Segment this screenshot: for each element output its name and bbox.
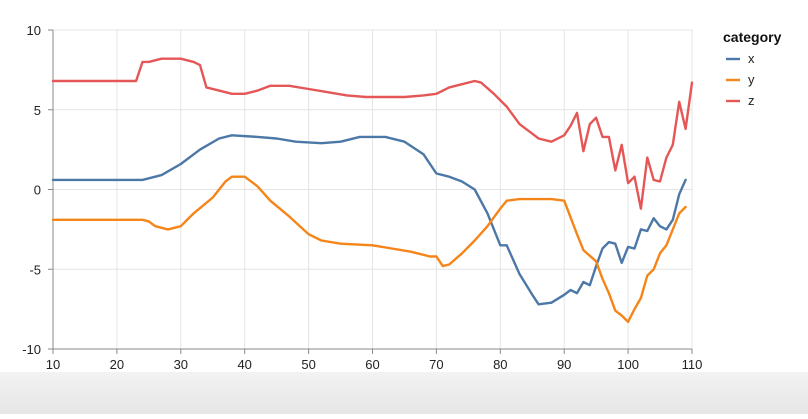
series-line-z — [51, 57, 694, 210]
legend: category xyz — [723, 29, 782, 108]
y-tick-label: 10 — [27, 23, 41, 38]
legend-title: category — [723, 29, 782, 45]
x-tick-label: 70 — [429, 357, 443, 372]
legend-label-z: z — [748, 93, 755, 108]
x-tick-label: 40 — [237, 357, 251, 372]
x-tick-label: 100 — [617, 357, 639, 372]
x-tick-label: 10 — [46, 357, 60, 372]
y-tick-label: -5 — [29, 262, 41, 277]
y-tick-label: 0 — [34, 183, 41, 198]
x-tick-label: 30 — [174, 357, 188, 372]
x-tick-label: 50 — [301, 357, 315, 372]
grid — [52, 29, 693, 350]
legend-label-x: x — [748, 51, 755, 66]
bottom-bar — [0, 372, 808, 414]
series-line-x — [51, 134, 687, 306]
legend-label-y: y — [748, 72, 755, 87]
x-tick-label: 20 — [110, 357, 124, 372]
x-tick-label: 110 — [682, 357, 703, 372]
series-lines — [51, 57, 694, 324]
y-tick-label: -10 — [22, 342, 41, 357]
x-tick-label: 80 — [493, 357, 507, 372]
y-tick-label: 5 — [34, 103, 41, 118]
series-line-y — [51, 175, 687, 324]
x-tick-label: 90 — [557, 357, 571, 372]
x-tick-label: 60 — [365, 357, 379, 372]
